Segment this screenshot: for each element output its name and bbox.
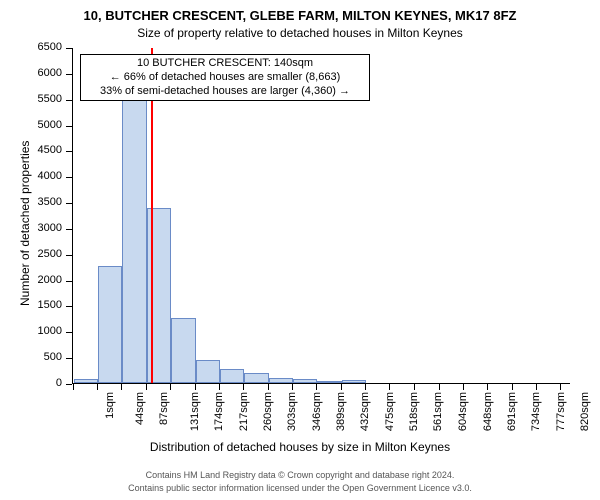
x-tick-label: 691sqm [506,392,518,431]
x-tick-label: 303sqm [287,392,299,431]
x-tick-mark [439,384,440,390]
x-tick-label: 518sqm [408,392,420,431]
y-tick-label: 0 [0,377,62,389]
y-tick-mark [66,203,72,204]
histogram-bar [171,318,195,383]
x-tick-label: 131sqm [189,392,201,431]
x-axis-label: Distribution of detached houses by size … [0,440,600,454]
x-tick-mark [316,384,317,390]
x-tick-mark [219,384,220,390]
x-tick-label: 475sqm [384,392,396,431]
x-tick-mark [536,384,537,390]
x-tick-mark [97,384,98,390]
x-tick-mark [121,384,122,390]
x-tick-mark [560,384,561,390]
histogram-bar [122,56,146,383]
x-tick-label: 260sqm [262,392,274,431]
x-tick-mark [292,384,293,390]
y-tick-label: 6500 [0,41,62,53]
x-tick-label: 87sqm [158,392,170,425]
histogram-bar [317,381,341,383]
y-tick-mark [66,358,72,359]
y-tick-label: 5000 [0,119,62,131]
x-tick-label: 648sqm [482,392,494,431]
y-tick-mark [66,48,72,49]
x-tick-mark [170,384,171,390]
x-tick-label: 346sqm [311,392,323,431]
histogram-bar [293,379,317,383]
y-tick-label: 6000 [0,67,62,79]
x-tick-mark [341,384,342,390]
x-tick-label: 561sqm [433,392,445,431]
x-tick-mark [243,384,244,390]
x-tick-label: 217sqm [238,392,250,431]
x-tick-mark [365,384,366,390]
annotation-line: ← 66% of detached houses are smaller (8,… [85,71,365,85]
x-tick-mark [414,384,415,390]
footer-line-1: Contains HM Land Registry data © Crown c… [0,470,600,480]
x-tick-label: 174sqm [214,392,226,431]
x-tick-label: 820sqm [579,392,591,431]
y-tick-label: 500 [0,351,62,363]
chart-title-sub: Size of property relative to detached ho… [0,26,600,40]
histogram-bar [220,369,244,383]
y-tick-mark [66,332,72,333]
x-tick-mark [487,384,488,390]
chart-title-main: 10, BUTCHER CRESCENT, GLEBE FARM, MILTON… [0,8,600,23]
y-tick-mark [66,126,72,127]
footer-line-2: Contains public sector information licen… [0,483,600,493]
x-tick-label: 389sqm [335,392,347,431]
x-tick-mark [73,384,74,390]
y-tick-mark [66,306,72,307]
histogram-bar [196,360,220,383]
x-tick-mark [463,384,464,390]
x-tick-mark [195,384,196,390]
x-tick-mark [268,384,269,390]
y-tick-mark [66,229,72,230]
y-tick-label: 5500 [0,93,62,105]
x-tick-mark [389,384,390,390]
x-tick-label: 44sqm [134,392,146,425]
annotation-line: 10 BUTCHER CRESCENT: 140sqm [85,57,365,71]
y-tick-mark [66,100,72,101]
histogram-bar [244,373,268,383]
x-tick-label: 604sqm [457,392,469,431]
x-tick-mark [512,384,513,390]
annotation-box: 10 BUTCHER CRESCENT: 140sqm← 66% of deta… [80,54,370,101]
y-tick-mark [66,281,72,282]
histogram-bar [74,379,98,383]
y-tick-mark [66,151,72,152]
y-tick-mark [66,177,72,178]
y-tick-mark [66,74,72,75]
x-tick-label: 432sqm [360,392,372,431]
x-tick-label: 1sqm [103,392,115,419]
histogram-bar [98,266,122,383]
histogram-bar [269,378,293,383]
x-tick-label: 734sqm [531,392,543,431]
x-tick-label: 777sqm [555,392,567,431]
y-tick-label: 1000 [0,325,62,337]
y-tick-mark [66,255,72,256]
annotation-line: 33% of semi-detached houses are larger (… [85,85,365,99]
y-axis-label: Number of detached properties [18,141,32,306]
y-tick-mark [66,384,72,385]
x-tick-mark [146,384,147,390]
histogram-bar [342,380,366,383]
